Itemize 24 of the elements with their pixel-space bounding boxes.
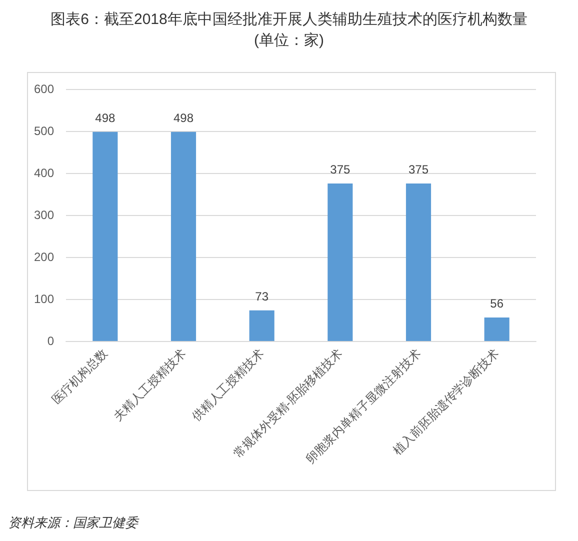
y-tick-label: 400 [34,166,54,180]
chart-subtitle: (单位：家) [254,32,324,49]
x-tick-label: 医疗机构总数 [49,346,110,407]
y-tick-label: 600 [34,82,54,96]
bar [484,317,510,341]
y-tick-label: 100 [34,292,54,306]
chart-title: 图表6：截至2018年底中国经批准开展人类辅助生殖技术的医疗机构数量 [50,11,528,28]
data-label: 56 [490,296,504,310]
data-label: 375 [330,162,350,176]
y-tick-label: 500 [34,124,54,138]
y-tick-label: 0 [47,334,54,348]
data-label: 73 [255,289,269,304]
data-label: 498 [95,110,116,125]
data-label: 375 [408,162,429,176]
bar [92,132,118,341]
text: 资料来源：国家卫健委 [8,515,140,530]
bar [406,184,432,341]
bar [170,132,196,341]
bar [249,310,274,341]
x-tick-label: 夫精人工授精技术 [110,346,188,424]
bar [328,184,353,341]
y-tick-label: 200 [34,250,54,264]
y-tick-label: 300 [34,208,54,222]
data-label: 498 [173,110,194,125]
